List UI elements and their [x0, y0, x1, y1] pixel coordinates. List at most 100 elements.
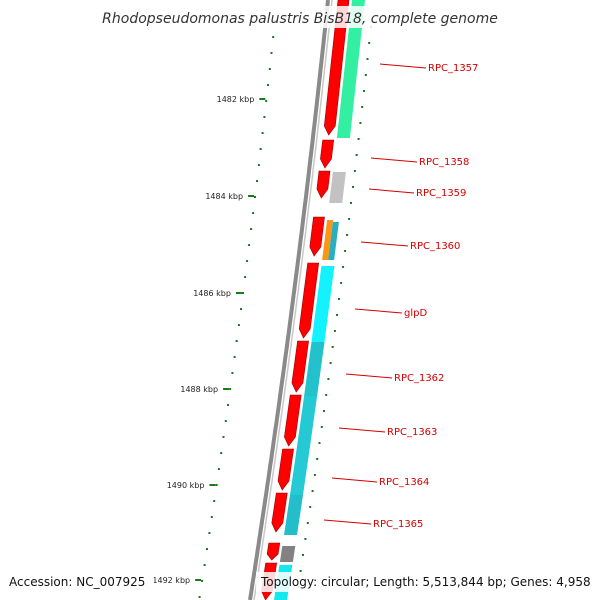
minor-tick-dot — [299, 570, 302, 572]
cds-arrow — [298, 262, 320, 339]
backbone-inner-line — [253, 0, 333, 600]
minor-tick-dot — [359, 122, 362, 124]
minor-tick-dot — [346, 234, 349, 236]
minor-tick-dot — [257, 164, 260, 166]
feature-block — [328, 222, 339, 260]
minor-tick-dot — [302, 554, 304, 556]
minor-tick-dot — [350, 202, 352, 204]
gene-leader-line — [379, 63, 427, 69]
feature-block — [311, 266, 335, 342]
gene-label: RPC_1365 — [373, 519, 423, 530]
minor-tick-dot — [265, 100, 268, 102]
gene-label: RPC_1358 — [419, 157, 469, 168]
minor-tick-dot — [338, 298, 340, 300]
minor-tick-dot — [323, 410, 325, 412]
minor-tick-dot — [220, 452, 223, 454]
title-background — [100, 6, 500, 28]
minor-tick-dot — [259, 148, 262, 150]
minor-tick-dot — [246, 260, 249, 262]
gene-leader-line — [370, 157, 418, 163]
minor-tick-dot — [268, 68, 271, 70]
cds-arrow — [271, 492, 288, 533]
kbp-tick-label: 1490 kbp — [167, 481, 205, 490]
minor-tick-dot — [224, 420, 227, 422]
gene-leader-line — [360, 241, 409, 247]
minor-tick-dot — [198, 596, 201, 598]
minor-tick-dot — [306, 522, 309, 524]
map-title: Rhodopseudomonas palustris BisB18, compl… — [102, 11, 498, 27]
feature-block — [290, 450, 310, 495]
gene-leader-line — [338, 427, 386, 433]
minor-tick-dot — [368, 42, 371, 44]
minor-tick-dot — [240, 308, 242, 310]
minor-tick-dot — [357, 138, 360, 140]
minor-tick-dot — [256, 180, 258, 182]
accession-label: Accession: NC_007925 — [9, 575, 145, 589]
minor-tick-dot — [366, 58, 369, 60]
cds-arrow — [266, 542, 281, 561]
minor-tick-dot — [229, 388, 232, 390]
feature-block — [322, 220, 334, 260]
minor-tick-dot — [270, 52, 273, 54]
gene-leader-line — [323, 519, 372, 525]
minor-tick-dot — [203, 564, 206, 566]
minor-tick-dot — [320, 426, 323, 428]
feature-block — [336, 0, 365, 138]
minor-tick-dot — [329, 362, 332, 364]
minor-tick-dot — [272, 36, 275, 38]
minor-tick-dot — [210, 516, 213, 518]
minor-tick-dot — [327, 378, 330, 380]
cds-arrow — [309, 216, 325, 257]
minor-tick-dot — [261, 132, 264, 134]
minor-tick-dot — [250, 228, 253, 230]
minor-tick-dot — [222, 436, 225, 438]
minor-tick-dot — [342, 266, 345, 268]
minor-tick-dot — [231, 372, 234, 374]
minor-ticks — [198, 20, 372, 598]
minor-tick-dot — [363, 90, 365, 92]
genome-backbone — [248, 0, 333, 600]
minor-tick-dot — [309, 506, 312, 508]
cds-arrow — [320, 139, 335, 169]
minor-tick-dot — [313, 474, 316, 476]
kbp-tick-label: 1486 kbp — [193, 289, 231, 298]
gene-label: glpD — [404, 308, 427, 319]
minor-tick-dot — [318, 442, 321, 444]
footer-right-background — [256, 572, 596, 592]
minor-tick-dot — [304, 538, 307, 540]
kbp-tick-label: 1492 kbp — [152, 576, 190, 585]
gene-label: RPC_1363 — [387, 427, 437, 438]
minor-tick-dot — [316, 458, 319, 460]
feature-block — [279, 546, 296, 562]
gene-leader-line — [354, 308, 403, 314]
minor-tick-dot — [254, 196, 256, 198]
minor-tick-dot — [353, 170, 356, 172]
minor-tick-dot — [348, 218, 351, 220]
major-ticks: 1482 kbp 1484 kbp 1486 kbp 1488 kbp 1490 kbp… — [152, 95, 266, 585]
gene-leader-line — [345, 373, 393, 379]
feature-tracks — [261, 0, 365, 600]
gene-label: RPC_1364 — [379, 477, 429, 488]
minor-tick-dot — [242, 292, 244, 294]
minor-tick-dot — [244, 276, 247, 278]
minor-tick-dot — [355, 154, 358, 156]
cds-arrow — [277, 448, 294, 491]
minor-tick-dot — [215, 484, 218, 486]
minor-tick-dot — [208, 532, 211, 534]
gene-label: RPC_1360 — [410, 241, 460, 252]
cds-arrow — [316, 170, 331, 199]
minor-tick-dot — [336, 314, 338, 316]
feature-block — [329, 172, 346, 203]
minor-tick-dot — [206, 548, 208, 550]
minor-tick-dot — [237, 324, 240, 326]
minor-tick-dot — [263, 116, 266, 118]
cds-arrow — [284, 394, 302, 447]
footer-left-background — [4, 572, 154, 592]
minor-tick-dot — [235, 340, 238, 342]
gene-labels: RPC_1357 RPC_1358 RPC_1359 RPC_1360 glpD RPC_… — [323, 63, 478, 530]
minor-tick-dot — [344, 250, 347, 252]
minor-tick-dot — [340, 282, 343, 284]
minor-tick-dot — [364, 74, 367, 76]
minor-tick-dot — [331, 346, 334, 348]
